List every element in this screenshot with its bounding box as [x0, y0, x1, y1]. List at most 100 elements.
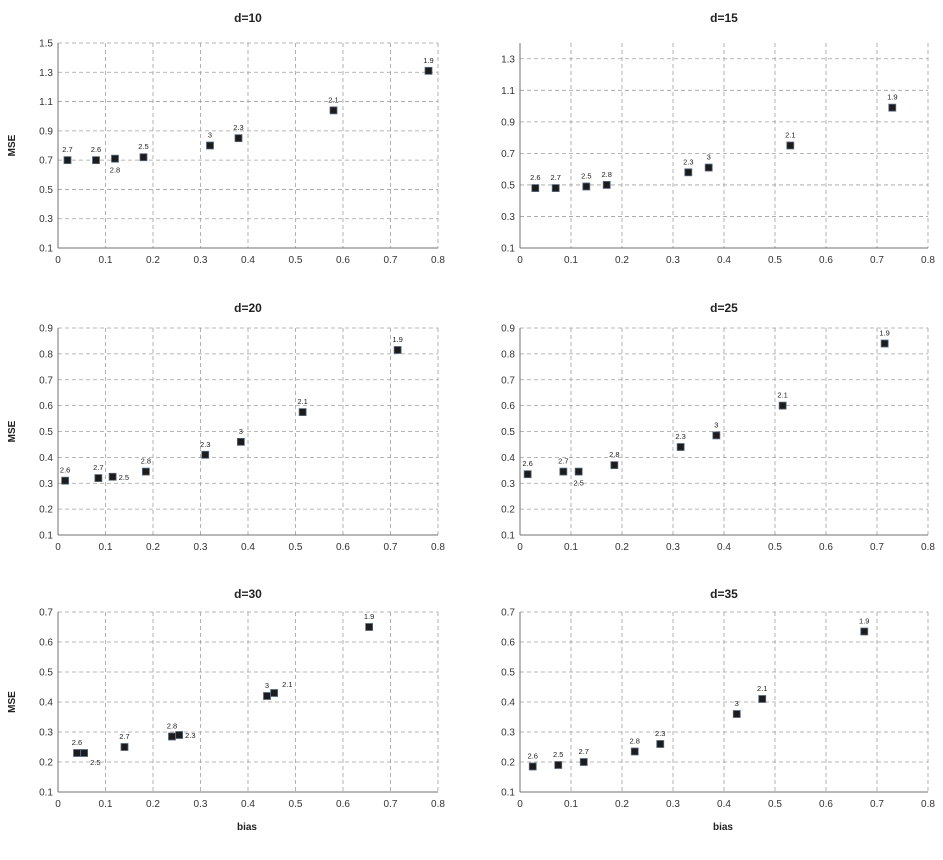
data-point-label: 1.9: [423, 56, 433, 65]
y-tick-label: 0.6: [501, 638, 515, 649]
data-point-label: 2.5: [581, 172, 591, 181]
x-tick-label: 0.4: [717, 542, 731, 553]
data-point-label: 2.5: [138, 142, 148, 151]
data-point: [94, 474, 103, 482]
data-point: [175, 731, 184, 739]
x-tick-label: 0.7: [870, 255, 884, 266]
x-tick-label: 0.6: [819, 799, 833, 810]
y-tick-label: 0.8: [39, 349, 53, 360]
data-point: [630, 747, 639, 756]
data-point-label: 2.8: [167, 722, 177, 731]
data-point: [579, 758, 588, 766]
x-tick-label: 0.5: [289, 255, 303, 266]
data-point-label: 2.6: [91, 145, 101, 154]
data-point: [704, 163, 713, 172]
data-point-label: 2.8: [601, 170, 611, 179]
y-tick-label: 0.6: [501, 401, 515, 412]
data-point-label: 2.5: [119, 473, 129, 482]
chart-panel-1: d=100.10.30.50.70.91.11.31.50 0.1 0.2 0.3 0.…: [7, 11, 445, 266]
x-axis-label: bias: [713, 822, 733, 833]
data-point-label: 3: [714, 420, 718, 429]
data-point-label: 2.6: [522, 459, 532, 468]
x-tick-label: 0.8: [921, 542, 935, 553]
data-point: [758, 695, 767, 703]
data-point-label: 2.8: [630, 737, 640, 746]
y-tick-label: 0.5: [501, 180, 515, 191]
data-point: [61, 476, 70, 485]
chart-panel-2: d=150.10.30.50.70.91.11.30 0.1 0.2 0.3 0.4 0.…: [501, 11, 935, 266]
data-point: [73, 749, 81, 757]
y-axis-label: MSE: [7, 691, 18, 713]
data-point-label: 2.3: [683, 157, 693, 166]
data-point: [120, 743, 129, 751]
y-tick-label: 0.7: [39, 375, 53, 386]
x-tick-label: 0.1: [99, 799, 113, 810]
y-tick-label: 0.5: [501, 668, 515, 679]
x-tick-label: 0.2: [146, 799, 160, 810]
data-point-label: 2.3: [675, 432, 685, 441]
x-tick-label: 0.4: [241, 255, 255, 266]
x-tick-label: 0.1: [99, 542, 113, 553]
x-tick-label: 0: [55, 799, 61, 810]
x-tick-label: 0.5: [289, 799, 303, 810]
data-point: [528, 762, 537, 771]
data-point-label: 3: [265, 681, 269, 690]
data-point: [676, 443, 685, 451]
data-point-label: 1.9: [879, 329, 889, 338]
y-tick-label: 0.5: [39, 185, 53, 196]
data-point: [80, 749, 89, 757]
x-tick-label: 0: [55, 542, 61, 553]
data-point-label: 2.8: [609, 450, 619, 459]
data-point: [108, 472, 117, 481]
x-tick-label: 0.2: [146, 255, 160, 266]
data-point: [712, 431, 721, 440]
x-tick-label: 0.5: [768, 799, 782, 810]
data-point-label: 2.3: [185, 731, 195, 740]
data-point: [732, 710, 741, 718]
y-tick-label: 0.4: [501, 698, 515, 709]
data-point: [860, 627, 869, 636]
y-tick-label: 0.3: [39, 214, 53, 225]
data-point-label: 2.6: [72, 738, 82, 747]
x-tick-label: 0.3: [194, 255, 208, 266]
chart-title: d=25: [710, 301, 738, 315]
x-tick-label: 0.4: [241, 799, 255, 810]
y-tick-label: 0.9: [39, 324, 53, 335]
y-tick-label: 0.8: [501, 349, 515, 360]
y-tick-label: 0.9: [39, 126, 53, 137]
x-tick-label: 0.1: [99, 255, 113, 266]
data-point: [63, 156, 72, 165]
x-tick-label: 0.2: [615, 799, 629, 810]
y-tick-label: 1.3: [39, 68, 53, 79]
y-tick-label: 0.4: [39, 698, 53, 709]
data-point-label: 2.6: [528, 752, 538, 761]
y-tick-label: 0.3: [501, 728, 515, 739]
x-tick-label: 0.3: [194, 799, 208, 810]
data-point: [298, 408, 307, 416]
y-tick-label: 0.1: [501, 531, 515, 542]
y-tick-label: 0.3: [39, 479, 53, 490]
x-tick-label: 0: [517, 799, 523, 810]
data-point-label: 2.1: [297, 397, 307, 406]
y-tick-label: 0.7: [501, 149, 515, 160]
data-point: [559, 467, 568, 476]
x-tick-label: 0.7: [870, 799, 884, 810]
x-tick-label: 0: [55, 255, 61, 266]
data-point: [365, 623, 374, 631]
y-tick-label: 0.2: [39, 505, 53, 516]
chart-panel-3: d=200.10.20.30.40.50.60.70.80.90 0.1 0.2 0.…: [7, 301, 445, 553]
x-tick-label: 0.5: [768, 255, 782, 266]
chart-title: d=10: [234, 11, 262, 25]
data-point: [582, 182, 591, 191]
x-tick-label: 0.1: [564, 255, 578, 266]
x-tick-label: 0.2: [615, 255, 629, 266]
x-tick-label: 0.7: [384, 255, 398, 266]
data-point-label: 2.7: [558, 457, 568, 466]
data-point: [656, 740, 665, 748]
data-point: [263, 692, 271, 700]
x-tick-label: 0.6: [336, 799, 350, 810]
y-tick-label: 1.3: [501, 54, 515, 65]
y-tick-label: 0.3: [501, 479, 515, 490]
x-tick-label: 0.1: [564, 799, 578, 810]
data-point: [329, 106, 338, 115]
